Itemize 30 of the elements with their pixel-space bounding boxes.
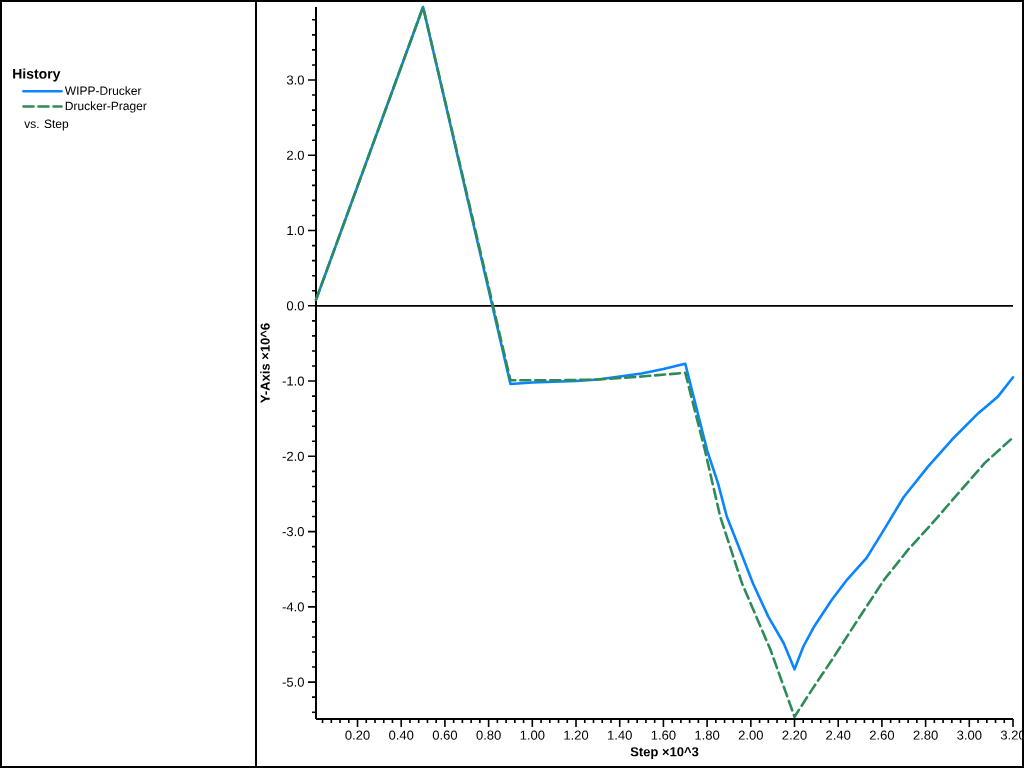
y-tick-label: 1.0 — [287, 225, 304, 236]
x-tick-label: 0.20 — [345, 730, 370, 740]
legend-title: History — [13, 68, 61, 82]
x-tick-label: 1.00 — [520, 730, 545, 740]
x-tick-label: 1.60 — [651, 730, 676, 740]
text: vs. Step — [24, 119, 69, 131]
x-tick-label: 2.40 — [826, 730, 851, 740]
x-tick-label: 0.80 — [476, 730, 501, 740]
x-tick-label: 2.60 — [869, 730, 895, 740]
x-axis-title: Step ×10^3 — [630, 747, 699, 759]
x-tick-label: 1.40 — [608, 730, 632, 740]
x-tick-label: 0.40 — [389, 730, 414, 740]
x-tick-label: 2.00 — [738, 730, 763, 740]
y-tick-label: 2.0 — [287, 150, 304, 160]
y-tick-label: 3.0 — [286, 75, 304, 85]
x-tick-label: 2.80 — [913, 730, 938, 740]
legend-label: Drucker-Prager — [65, 101, 147, 113]
x-tick-label: 1.20 — [564, 730, 589, 740]
y-tick-label: -2.0 — [282, 451, 304, 461]
x-tick-label: 1.80 — [695, 730, 720, 740]
y-tick-label: -5.0 — [282, 677, 304, 687]
y-tick-label: -4.0 — [282, 602, 304, 612]
x-tick-label: 3.00 — [957, 730, 982, 740]
y-axis-title: Y-Axis ×10^6 — [260, 323, 270, 403]
x-tick-label: 2.20 — [782, 730, 807, 740]
y-tick-label: -3.0 — [282, 526, 304, 537]
y-tick-label: 0.0 — [286, 301, 304, 311]
y-tick-label: -1.0 — [282, 376, 304, 386]
x-tick-label: 0.60 — [432, 730, 458, 740]
legend-label: WIPP-Drucker — [64, 86, 142, 95]
